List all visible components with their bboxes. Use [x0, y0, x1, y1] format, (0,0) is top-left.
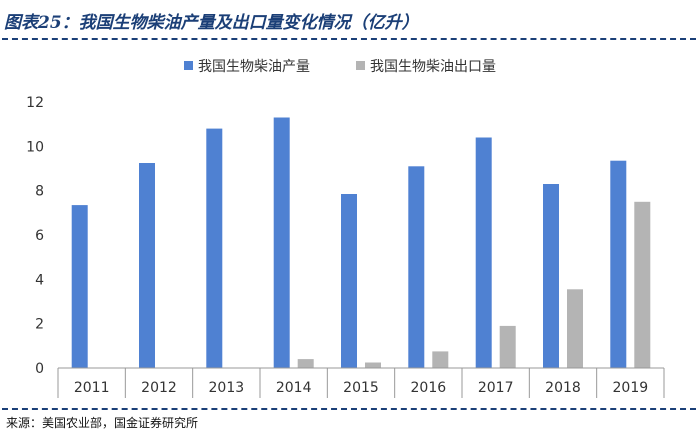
- bar-production-2016: [408, 166, 425, 368]
- bar-production-2018: [543, 184, 559, 368]
- bar-production-2014: [273, 117, 290, 368]
- legend-item-export-label: 我国生物柴油出口量: [370, 59, 496, 75]
- legend-item-export-swatch: [356, 61, 365, 70]
- bar-export-2017: [499, 325, 516, 368]
- bar-production-2012: [139, 163, 155, 368]
- x-tick-label: 2012: [141, 380, 177, 396]
- figure-title: 图表25：我国生物柴油产量及出口量变化情况（亿升）: [4, 13, 419, 33]
- bar-group: [71, 117, 651, 369]
- y-tick-label: 6: [35, 228, 44, 244]
- y-tick-label: 2: [35, 317, 44, 333]
- legend-item-production-label: 我国生物柴油产量: [198, 59, 310, 75]
- y-tick-label: 4: [35, 272, 44, 288]
- y-tick-label: 0: [35, 361, 44, 377]
- y-tick-label: 10: [26, 139, 44, 155]
- bar-production-2011: [71, 205, 88, 368]
- x-tick-label: 2019: [613, 380, 649, 396]
- bar-production-2013: [206, 128, 223, 368]
- bar-export-2015: [365, 362, 381, 368]
- x-tick-label: 2011: [74, 380, 110, 396]
- x-axis: 2011 2012 2013 2014 2015 2016 2017 2018 2019: [57, 367, 665, 398]
- chart-legend: 我国生物柴油产量 我国生物柴油出口量: [184, 59, 496, 75]
- y-tick-label: 12: [26, 95, 44, 111]
- legend-item-production-swatch: [184, 61, 193, 70]
- y-tick-label: 8: [35, 184, 44, 200]
- bar-production-2017: [475, 137, 492, 368]
- y-axis: 0 2 4 6 8 10 12: [26, 95, 44, 377]
- bar-export-2016: [432, 351, 449, 368]
- x-tick-label: 2014: [276, 380, 312, 396]
- bar-export-2019: [634, 201, 651, 369]
- bar-export-2014: [297, 359, 314, 368]
- title-divider: [2, 38, 696, 40]
- footer-divider: [2, 408, 696, 410]
- bar-export-2018: [567, 289, 583, 368]
- bar-production-2015: [341, 194, 357, 368]
- bar-production-2019: [610, 160, 627, 368]
- x-tick-label: 2018: [545, 380, 581, 396]
- x-tick-label: 2017: [478, 380, 514, 396]
- x-tick-label: 2013: [209, 380, 245, 396]
- x-tick-label: 2016: [411, 380, 447, 396]
- x-tick-label: 2015: [343, 380, 379, 396]
- source-note: 来源：美国农业部，国金证券研究所: [6, 416, 199, 430]
